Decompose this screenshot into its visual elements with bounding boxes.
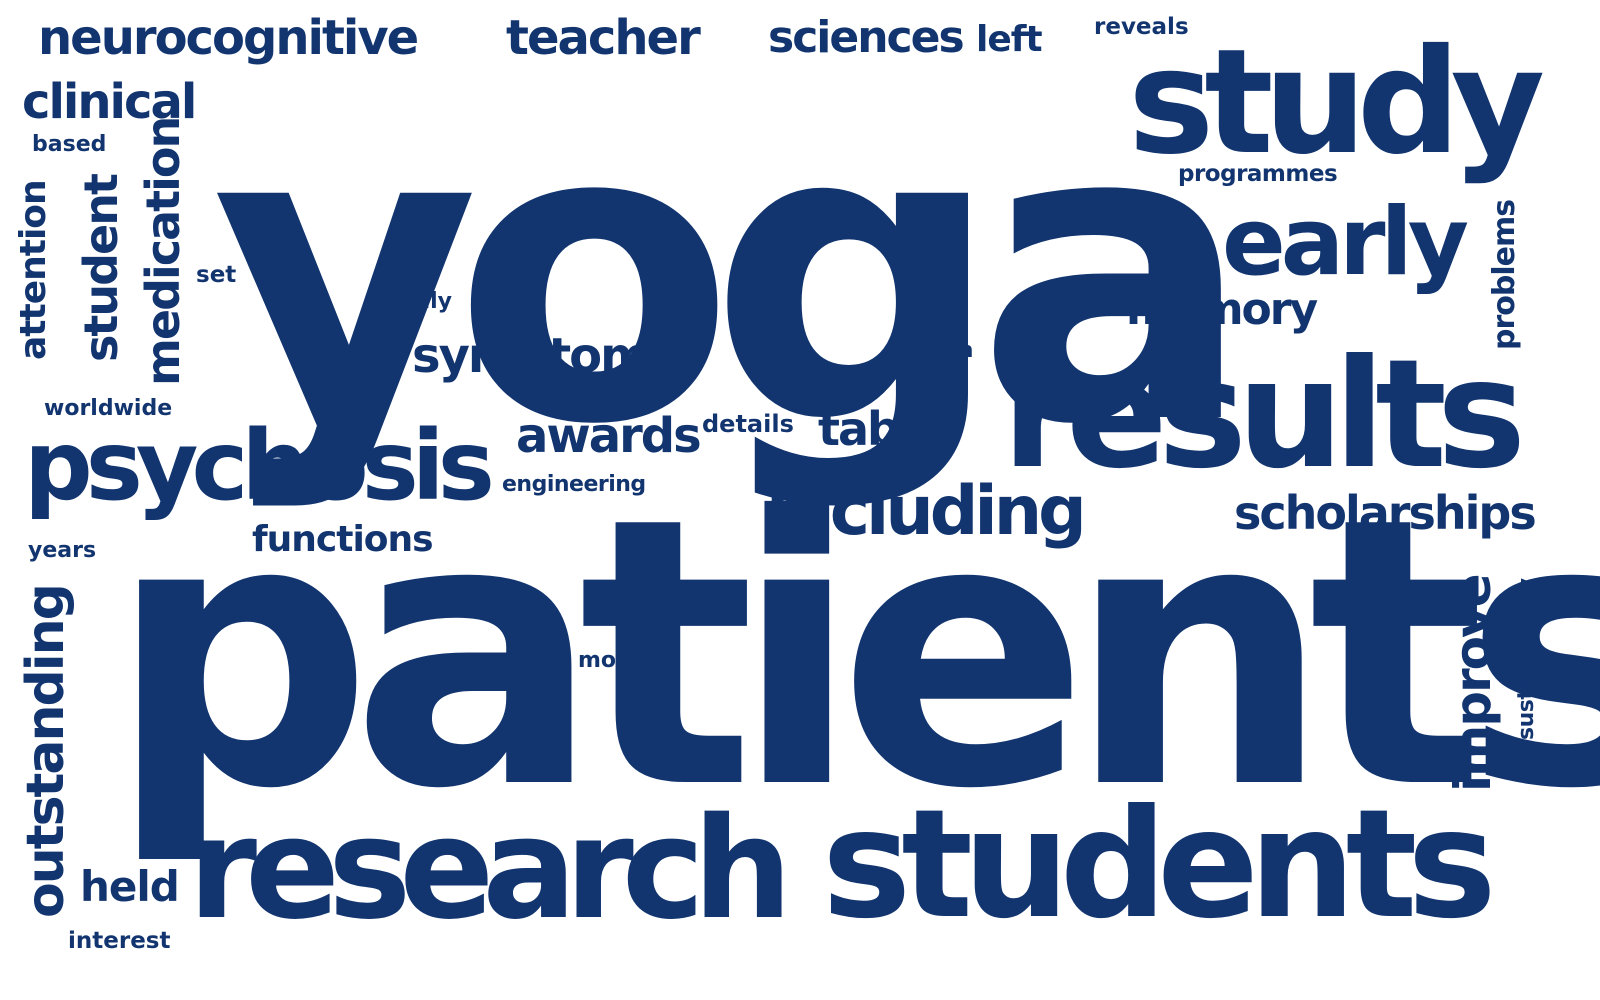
word-clinical: clinical [22, 74, 197, 130]
word-teacher: teacher [506, 10, 701, 66]
word-students: students [822, 778, 1497, 952]
word-yoga: yoga [212, 36, 1253, 514]
word-held: held [80, 862, 180, 911]
word-programmes: programmes [1178, 161, 1338, 187]
word-improve: improve [1444, 575, 1502, 792]
word-neurocognitive: neurocognitive [38, 10, 419, 66]
word-research: research [188, 788, 792, 951]
word-problems: problems [1487, 199, 1522, 350]
word-student: student [74, 175, 128, 362]
word-details: details [702, 410, 794, 438]
word-patients: patients [108, 440, 1600, 870]
word-area: area [918, 338, 974, 363]
word-study: study [1128, 18, 1545, 187]
word-engineering: engineering [502, 472, 646, 497]
word-symptoms: symptoms [412, 328, 677, 384]
word-reveals: reveals [1094, 14, 1189, 40]
word-interest: interest [68, 928, 171, 954]
word-set: set [196, 262, 237, 288]
word-awards: awards [516, 408, 702, 464]
word-including: including [766, 472, 1087, 551]
word-based: based [32, 132, 107, 157]
word-medication: medication [136, 117, 190, 386]
word-more: more [578, 648, 642, 673]
word-years: years [28, 538, 97, 563]
word-attention: attention [13, 180, 54, 360]
word-daily: daily [392, 289, 453, 314]
word-psychosis: psychosis [24, 410, 495, 522]
word-results: results [1002, 328, 1526, 502]
word-worldwide: worldwide [44, 396, 173, 421]
word-left: left [976, 19, 1043, 60]
word-table: table [818, 402, 943, 456]
word-sciences: sciences [768, 12, 965, 63]
word-functions: functions [252, 519, 434, 560]
word-outstanding: outstanding [16, 585, 76, 918]
word-early: early [1222, 188, 1469, 297]
word-sustainability: sustainability [1514, 578, 1539, 741]
word-memory: memory [1126, 284, 1318, 335]
word-scholarships: scholarships [1234, 486, 1537, 540]
